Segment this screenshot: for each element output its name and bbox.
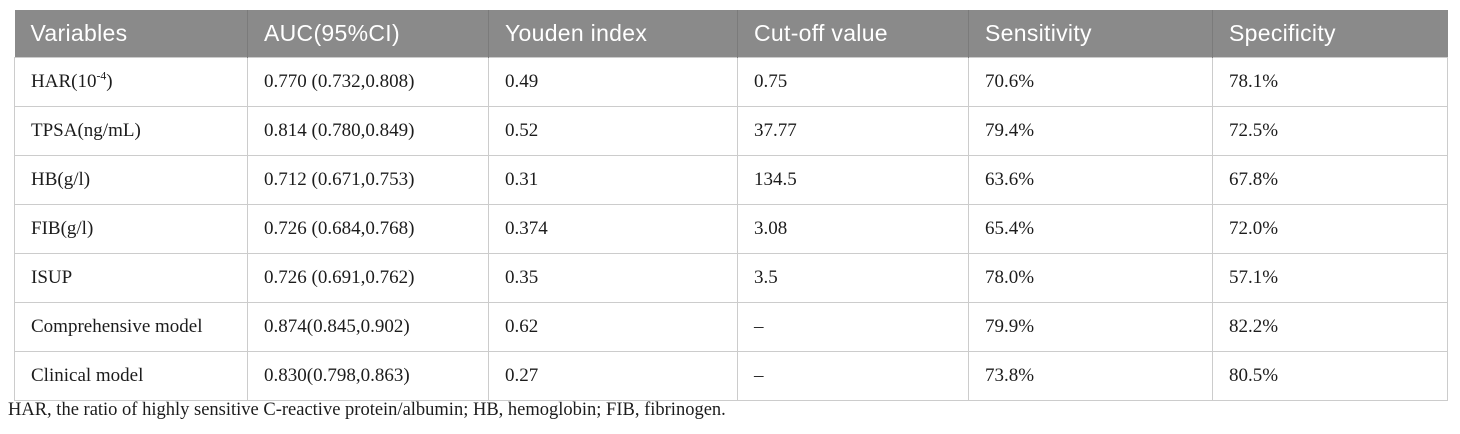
cell-sensitivity: 79.4% (968, 106, 1213, 156)
cell-sensitivity: 65.4% (968, 204, 1213, 254)
cell-variable: Comprehensive model (14, 302, 248, 352)
cell-auc: 0.770 (0.732,0.808) (247, 57, 489, 107)
cell-cutoff: – (737, 351, 969, 401)
table-row-hb: HB(g/l) 0.712 (0.671,0.753) 0.31 134.5 6… (14, 155, 1448, 205)
cell-specificity: 82.2% (1212, 302, 1448, 352)
variable-text-close: ) (106, 71, 113, 92)
table-row-har: HAR(10-4) 0.770 (0.732,0.808) 0.49 0.75 … (14, 57, 1448, 107)
roc-statistics-table: Variables AUC(95%CI) Youden index Cut-of… (14, 10, 1448, 401)
table-body: HAR(10-4) 0.770 (0.732,0.808) 0.49 0.75 … (14, 57, 1448, 401)
variable-superscript: -4 (96, 69, 107, 83)
cell-cutoff: 0.75 (737, 57, 969, 107)
cell-specificity: 67.8% (1212, 155, 1448, 205)
cell-specificity: 80.5% (1212, 351, 1448, 401)
column-header-auc: AUC(95%CI) (247, 10, 489, 58)
cell-cutoff: 37.77 (737, 106, 969, 156)
cell-cutoff: – (737, 302, 969, 352)
cell-specificity: 78.1% (1212, 57, 1448, 107)
cell-auc: 0.726 (0.684,0.768) (247, 204, 489, 254)
cell-variable: FIB(g/l) (14, 204, 248, 254)
cell-cutoff: 3.5 (737, 253, 969, 303)
cell-sensitivity: 79.9% (968, 302, 1213, 352)
cell-youden: 0.31 (488, 155, 738, 205)
cell-specificity: 72.5% (1212, 106, 1448, 156)
cell-variable: HAR(10-4) (14, 57, 248, 107)
cell-sensitivity: 73.8% (968, 351, 1213, 401)
column-header-youden-index: Youden index (488, 10, 738, 58)
cell-youden: 0.35 (488, 253, 738, 303)
cell-auc: 0.814 (0.780,0.849) (247, 106, 489, 156)
cell-sensitivity: 63.6% (968, 155, 1213, 205)
column-header-sensitivity: Sensitivity (968, 10, 1213, 58)
cell-youden: 0.62 (488, 302, 738, 352)
table-row-clinical-model: Clinical model 0.830(0.798,0.863) 0.27 –… (14, 351, 1448, 401)
cell-cutoff: 134.5 (737, 155, 969, 205)
cell-auc: 0.726 (0.691,0.762) (247, 253, 489, 303)
cell-auc: 0.830(0.798,0.863) (247, 351, 489, 401)
table-row-isup: ISUP 0.726 (0.691,0.762) 0.35 3.5 78.0% … (14, 253, 1448, 303)
cell-variable: HB(g/l) (14, 155, 248, 205)
variable-text: HAR(10 (31, 71, 97, 92)
cell-youden: 0.27 (488, 351, 738, 401)
cell-youden: 0.52 (488, 106, 738, 156)
header-row: Variables AUC(95%CI) Youden index Cut-of… (14, 10, 1448, 58)
cell-variable: Clinical model (14, 351, 248, 401)
cell-variable: ISUP (14, 253, 248, 303)
column-header-cutoff-value: Cut-off value (737, 10, 969, 58)
cell-auc: 0.712 (0.671,0.753) (247, 155, 489, 205)
cell-auc: 0.874(0.845,0.902) (247, 302, 489, 352)
column-header-specificity: Specificity (1212, 10, 1448, 58)
cell-youden: 0.374 (488, 204, 738, 254)
cell-youden: 0.49 (488, 57, 738, 107)
cell-sensitivity: 70.6% (968, 57, 1213, 107)
column-header-variables: Variables (14, 10, 248, 58)
table-header: Variables AUC(95%CI) Youden index Cut-of… (14, 10, 1448, 58)
cell-cutoff: 3.08 (737, 204, 969, 254)
cell-specificity: 72.0% (1212, 204, 1448, 254)
cell-specificity: 57.1% (1212, 253, 1448, 303)
table-row-tpsa: TPSA(ng/mL) 0.814 (0.780,0.849) 0.52 37.… (14, 106, 1448, 156)
table-row-comprehensive-model: Comprehensive model 0.874(0.845,0.902) 0… (14, 302, 1448, 352)
table-row-fib: FIB(g/l) 0.726 (0.684,0.768) 0.374 3.08 … (14, 204, 1448, 254)
cell-sensitivity: 78.0% (968, 253, 1213, 303)
table-footnote: HAR, the ratio of highly sensitive C-rea… (8, 400, 726, 420)
cell-variable: TPSA(ng/mL) (14, 106, 248, 156)
